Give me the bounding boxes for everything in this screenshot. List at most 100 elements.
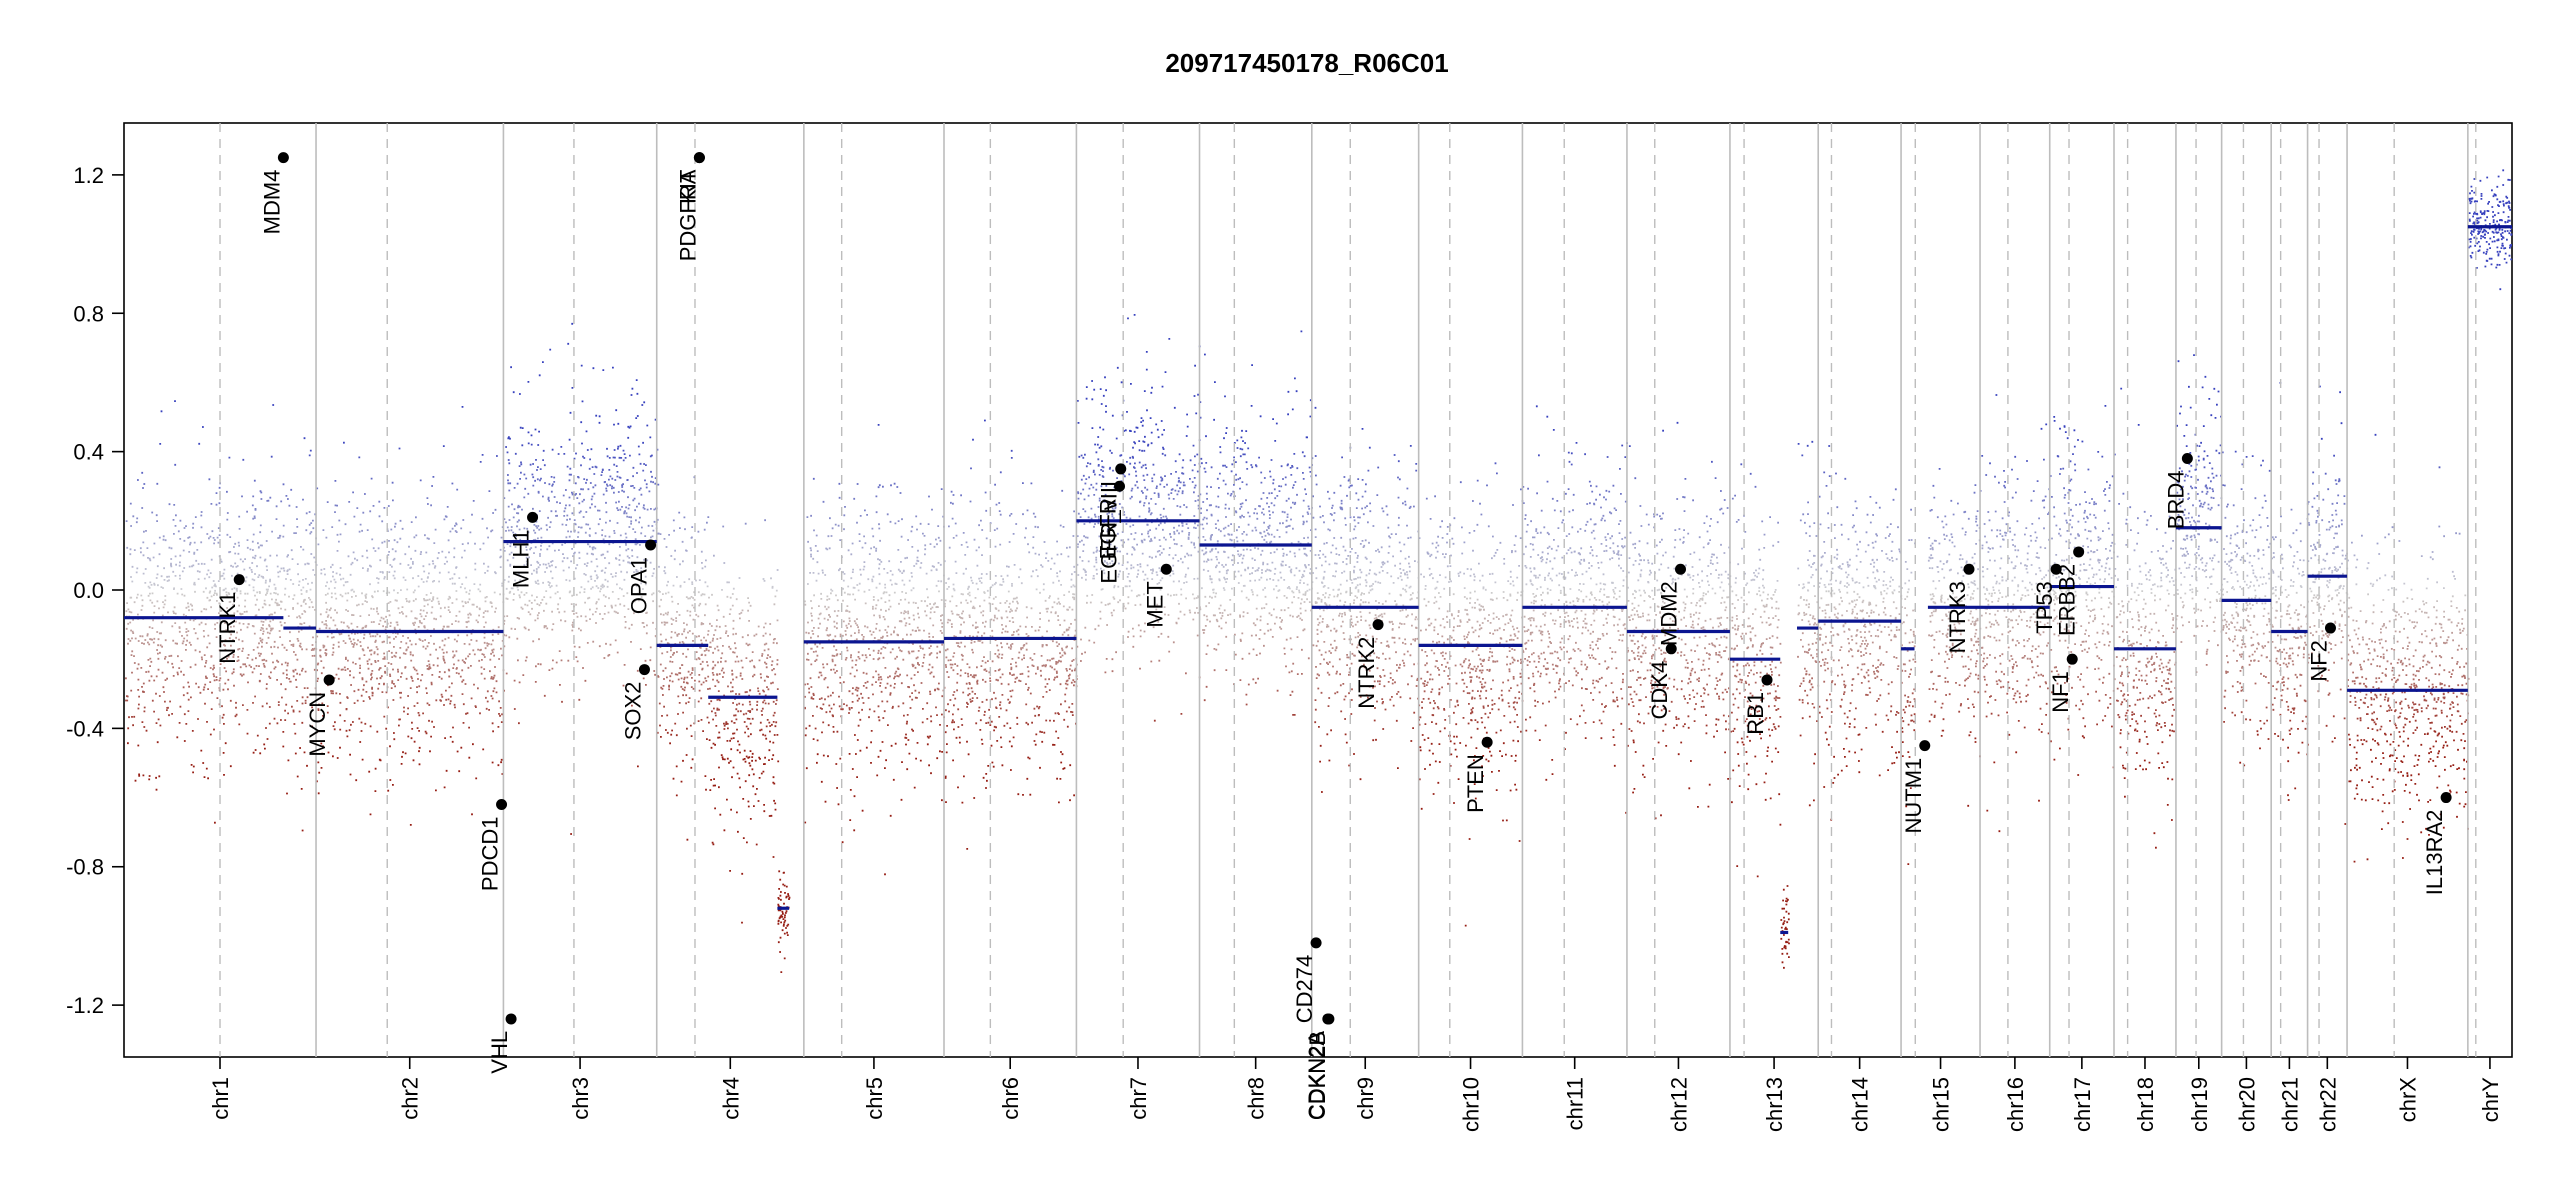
cn-point-group [537, 466, 2441, 469]
x-tick-label-chr21: chr21 [2277, 1077, 2302, 1132]
cn-point-group [326, 500, 2310, 503]
cn-point-group [213, 592, 2068, 594]
cn-point-group [589, 458, 2045, 461]
gene-dot-mdm4 [277, 152, 289, 164]
cn-point-group [472, 742, 2364, 746]
cn-point-group [393, 731, 2440, 735]
cn-point-group [149, 592, 2275, 595]
cn-point-group [263, 743, 266, 746]
cn-point-group [508, 489, 2072, 492]
cn-point-group [432, 664, 2441, 667]
x-tick-label-chr16: chr16 [2003, 1077, 2028, 1132]
cn-point-group [1046, 683, 1049, 685]
cn-point-group [442, 444, 2201, 447]
cn-point-group [194, 649, 2417, 652]
cn-point-group [2434, 730, 2437, 733]
x-tick-label-chr20: chr20 [2234, 1077, 2259, 1132]
cn-point-group [129, 596, 2351, 599]
cn-point-group [436, 597, 2409, 600]
cn-point-group [571, 548, 2336, 551]
cn-point-group [2190, 464, 2193, 467]
cn-point-group [816, 739, 2455, 742]
cn-point-group [466, 712, 2295, 715]
cn-point-group [172, 519, 2324, 522]
y-tick-label: 1.2 [73, 163, 104, 188]
cn-point-group [183, 566, 2331, 569]
cn-point-group [532, 483, 2226, 487]
cn-point-group [187, 698, 2440, 701]
cn-point-group [226, 490, 1611, 493]
cn-point-group [205, 676, 2466, 679]
x-tick-label-chr3: chr3 [568, 1077, 593, 1120]
cn-point-group [241, 495, 2346, 498]
cn-point-group [1196, 453, 2116, 456]
gene-dot-ntrk1 [233, 574, 245, 586]
cn-point-group [317, 662, 2468, 665]
cn-point-group [137, 613, 2400, 616]
cn-point-group [288, 678, 2415, 681]
gene-label-cdkn2b: CDKN2B [1305, 1031, 1330, 1120]
cn-point-group [238, 622, 1876, 625]
cn-point-group [175, 563, 2191, 566]
cn-point-group [213, 728, 2417, 731]
cn-point-group [197, 578, 2317, 581]
cn-point-group [284, 709, 2443, 712]
cn-point-group [153, 710, 1759, 713]
gene-label-mdm2: MDM2 [1657, 581, 1682, 646]
x-tick-label-chr8: chr8 [1244, 1077, 1269, 1120]
cn-point-group [182, 693, 2470, 697]
cn-point-group [561, 560, 2232, 563]
cn-point-group [142, 571, 2275, 575]
cn-point-group [142, 554, 2356, 557]
cn-point-group [1102, 470, 2191, 473]
cn-point-group [237, 659, 2425, 662]
cn-point-group [1138, 440, 1244, 442]
cn-point-group [562, 494, 2340, 497]
cn-point-group [252, 589, 2169, 592]
cn-point-group [171, 712, 2469, 715]
cn-point-group [385, 727, 2449, 730]
cn-point-group [162, 535, 2445, 538]
gene-dot-mycn [323, 674, 335, 686]
cn-point-group [235, 620, 237, 623]
cn-point-group [197, 717, 2430, 721]
cn-point-group [1084, 482, 1087, 485]
cn-point-group [141, 604, 2453, 608]
plot-frame [123, 122, 2513, 1058]
cn-point-group [431, 484, 2207, 488]
cn-point-group [225, 629, 2433, 632]
cn-point-group [605, 521, 2318, 524]
gene-dot-nutm1 [1919, 740, 1931, 752]
cn-point-group [617, 445, 2188, 448]
cn-point-group [182, 549, 2344, 552]
chart-title: 209717450178_R06C01 [1165, 48, 1448, 78]
gene-dot-brd4 [2181, 453, 2193, 465]
cn-point-group [239, 612, 2409, 615]
cn-point-group [158, 536, 2336, 539]
cn-point-group [413, 740, 2395, 743]
cn-point-group [258, 680, 2354, 683]
cn-point-group [223, 568, 2323, 571]
cn-point-group [303, 437, 2323, 440]
x-tick-label-chr13: chr13 [1762, 1077, 1787, 1132]
cn-point-group [1663, 651, 1809, 654]
cn-point-group [882, 485, 2184, 488]
cn-point-group [289, 640, 2210, 642]
x-tick-label-chr1: chr1 [208, 1077, 233, 1120]
cn-point-group [1027, 670, 1808, 673]
cn-point-group [1073, 510, 1087, 513]
cn-point-group [727, 685, 729, 688]
cn-point-group [129, 502, 2346, 506]
gene-label-mlh1: MLH1 [509, 529, 534, 588]
cn-point-group [590, 448, 1165, 451]
cn-point-group [143, 710, 2460, 713]
cn-point-group [642, 469, 2271, 472]
cn-point-group [223, 660, 2389, 663]
cn-point-group [176, 736, 2085, 739]
cn-point-group [242, 673, 2172, 676]
cn-point-group [168, 714, 2438, 717]
gene-dot-kit [693, 152, 705, 164]
cn-point-group [1048, 619, 2323, 622]
cn-point-group [156, 565, 2294, 568]
cn-point-group [632, 474, 2052, 478]
